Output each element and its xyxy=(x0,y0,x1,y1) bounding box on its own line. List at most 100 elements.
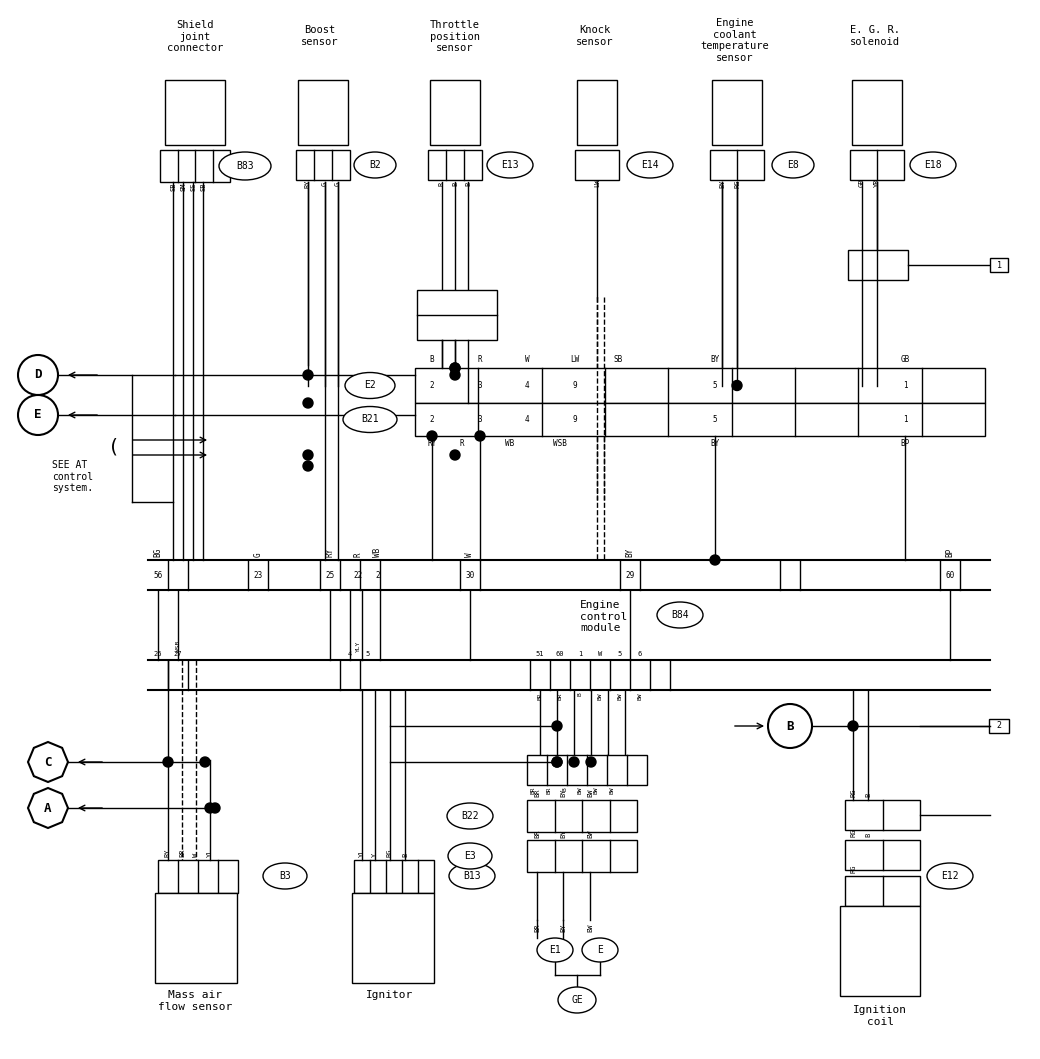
Text: BY: BY xyxy=(560,789,566,797)
Text: 1: 1 xyxy=(996,261,1002,269)
Text: G: G xyxy=(322,182,328,186)
Text: 6: 6 xyxy=(638,651,642,657)
Text: 9: 9 xyxy=(573,415,577,424)
Text: E8: E8 xyxy=(787,160,799,170)
Circle shape xyxy=(303,450,313,460)
Text: 27: 27 xyxy=(174,651,182,657)
Text: E13: E13 xyxy=(501,160,519,170)
Text: 4: 4 xyxy=(525,415,529,424)
Text: BW: BW xyxy=(609,787,615,794)
Ellipse shape xyxy=(627,152,673,178)
Text: LW: LW xyxy=(594,179,600,187)
Ellipse shape xyxy=(345,373,395,398)
Text: LW: LW xyxy=(570,355,579,364)
Bar xyxy=(160,150,230,182)
Text: BR: BR xyxy=(534,789,540,797)
Text: Boost
sensor: Boost sensor xyxy=(302,25,339,47)
Bar xyxy=(848,250,908,280)
Text: 25: 25 xyxy=(326,571,335,579)
Text: BW: BW xyxy=(638,692,643,700)
Text: 2: 2 xyxy=(375,571,381,579)
Text: RY: RY xyxy=(427,439,437,448)
Text: R: R xyxy=(477,355,483,364)
Text: BY: BY xyxy=(710,439,720,448)
Circle shape xyxy=(210,803,220,813)
Text: RG: RG xyxy=(734,180,740,189)
Bar xyxy=(712,80,762,145)
Circle shape xyxy=(848,721,858,731)
Circle shape xyxy=(427,431,437,441)
Ellipse shape xyxy=(657,602,703,628)
Bar xyxy=(415,403,985,436)
Text: 9: 9 xyxy=(573,381,577,390)
Bar xyxy=(844,800,920,830)
Text: YR: YR xyxy=(874,179,880,187)
Ellipse shape xyxy=(449,863,495,889)
Text: Ignition
coil: Ignition coil xyxy=(853,1005,907,1026)
Bar xyxy=(428,150,482,180)
Bar xyxy=(165,80,225,145)
Text: B3: B3 xyxy=(279,870,291,881)
Text: WSB: WSB xyxy=(553,439,567,448)
Text: E: E xyxy=(34,409,42,421)
Text: B84: B84 xyxy=(671,610,688,620)
Text: C: C xyxy=(45,755,52,769)
Text: W: W xyxy=(525,355,529,364)
Bar xyxy=(850,150,904,180)
Bar xyxy=(577,80,617,145)
Text: SB: SB xyxy=(170,183,176,192)
Bar xyxy=(296,150,350,180)
Text: BR: BR xyxy=(534,923,540,932)
Text: RY: RY xyxy=(326,548,335,557)
Text: BG: BG xyxy=(154,548,162,557)
Circle shape xyxy=(552,757,562,767)
Bar xyxy=(844,876,920,907)
Text: BY: BY xyxy=(560,829,566,838)
Polygon shape xyxy=(28,742,68,782)
Text: BP: BP xyxy=(945,548,955,557)
Ellipse shape xyxy=(910,152,956,178)
Text: W: W xyxy=(598,651,602,657)
Text: GB: GB xyxy=(859,179,865,187)
Circle shape xyxy=(18,355,58,395)
Bar xyxy=(155,893,237,983)
Text: 26: 26 xyxy=(154,651,162,657)
Text: BY: BY xyxy=(710,355,720,364)
Text: RY: RY xyxy=(165,848,171,857)
Text: A: A xyxy=(45,802,52,814)
Bar xyxy=(527,755,647,785)
Text: 5: 5 xyxy=(712,415,718,424)
Bar xyxy=(298,80,348,145)
Text: G: G xyxy=(254,553,262,557)
Text: BR: BR xyxy=(179,848,185,857)
Text: BW: BW xyxy=(577,787,582,794)
Text: B2: B2 xyxy=(369,160,381,170)
Circle shape xyxy=(303,398,313,408)
Text: GE: GE xyxy=(571,995,582,1005)
Polygon shape xyxy=(28,788,68,828)
Text: 3: 3 xyxy=(477,381,483,390)
Text: BW: BW xyxy=(618,692,623,700)
Text: RG: RG xyxy=(850,864,856,873)
Text: Throttle
position
sensor: Throttle position sensor xyxy=(430,20,480,53)
Ellipse shape xyxy=(219,152,271,180)
Bar xyxy=(990,258,1008,272)
Bar xyxy=(710,150,764,180)
Text: B21: B21 xyxy=(361,414,379,425)
Ellipse shape xyxy=(447,803,493,829)
Text: Engine
control
module: Engine control module xyxy=(580,600,627,633)
Circle shape xyxy=(710,555,720,566)
Text: YL: YL xyxy=(359,848,365,857)
Ellipse shape xyxy=(487,152,534,178)
Text: 2: 2 xyxy=(996,721,1002,731)
Text: 60: 60 xyxy=(555,651,565,657)
Text: WB: WB xyxy=(505,439,515,448)
Text: 60: 60 xyxy=(945,571,955,579)
Circle shape xyxy=(303,461,313,471)
Text: RG: RG xyxy=(850,789,856,797)
Bar xyxy=(430,80,480,145)
Ellipse shape xyxy=(343,407,397,432)
Text: WB: WB xyxy=(373,548,383,557)
Bar xyxy=(352,893,434,983)
Text: B13: B13 xyxy=(463,870,480,881)
